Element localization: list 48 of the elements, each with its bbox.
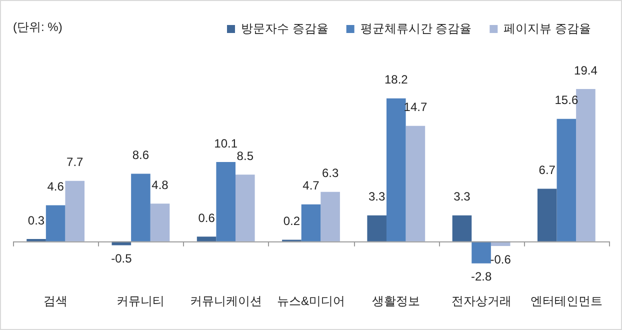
bar bbox=[320, 192, 340, 242]
data-label: 18.2 bbox=[384, 72, 408, 87]
x-tick-label: 엔터테인먼트 bbox=[530, 294, 602, 308]
bar bbox=[236, 174, 255, 242]
x-tick-label: 검색 bbox=[44, 294, 68, 308]
bar bbox=[537, 188, 557, 242]
bar bbox=[386, 98, 406, 242]
data-label: 0.6 bbox=[198, 210, 216, 225]
data-label: 4.7 bbox=[302, 178, 320, 193]
data-label: -0.5 bbox=[111, 252, 132, 266]
bar bbox=[367, 215, 386, 242]
x-tick-label: 뉴스&미디어 bbox=[276, 294, 346, 308]
data-label: 10.1 bbox=[214, 136, 238, 150]
data-label: 8.6 bbox=[132, 148, 150, 162]
data-label: 0.2 bbox=[283, 214, 300, 228]
legend-label: 방문자수 증감율 bbox=[241, 21, 328, 36]
data-label: 3.3 bbox=[454, 190, 471, 204]
bar bbox=[452, 215, 472, 242]
x-tick-label: 커뮤니케이션 bbox=[190, 294, 262, 308]
data-label: 15.6 bbox=[554, 93, 578, 108]
bar bbox=[576, 88, 596, 242]
data-label: 0.3 bbox=[28, 213, 45, 228]
bar bbox=[26, 238, 46, 242]
bar bbox=[406, 126, 426, 242]
bar bbox=[196, 236, 216, 242]
x-tick-label: 생활정보 bbox=[372, 294, 420, 308]
bar bbox=[301, 204, 321, 242]
data-label: 4.8 bbox=[152, 178, 169, 192]
bar bbox=[46, 205, 66, 242]
bar bbox=[65, 180, 85, 242]
data-label: 4.6 bbox=[47, 180, 64, 194]
bar bbox=[472, 241, 491, 264]
text: (단위: %) bbox=[13, 19, 62, 36]
legend-label: 페이지뷰 증감율 bbox=[504, 21, 592, 36]
x-tick-label: 전자상거래 bbox=[451, 294, 512, 308]
data-label: 7.7 bbox=[66, 155, 84, 170]
bar bbox=[556, 118, 576, 242]
bar bbox=[131, 174, 150, 242]
bar bbox=[150, 204, 170, 242]
data-label: -2.8 bbox=[470, 270, 492, 284]
data-label: 3.3 bbox=[368, 190, 386, 204]
data-label: 6.7 bbox=[538, 163, 556, 178]
data-label: 19.4 bbox=[574, 63, 598, 78]
data-label: 6.3 bbox=[322, 166, 339, 180]
data-label: 8.5 bbox=[236, 148, 254, 163]
bar bbox=[216, 162, 236, 242]
legend-label: 평균체류시간 증감율 bbox=[360, 21, 472, 36]
x-tick-label: 커뮤니티 bbox=[116, 294, 165, 308]
